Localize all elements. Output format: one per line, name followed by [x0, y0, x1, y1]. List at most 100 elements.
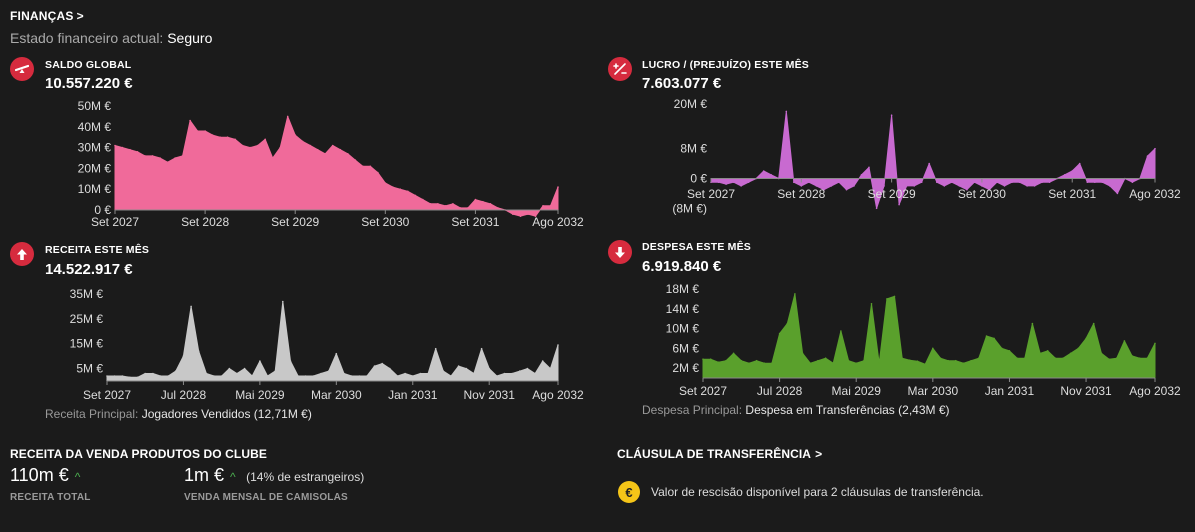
y-tick-label: 0 €: [94, 203, 111, 217]
arrow-down-icon: [608, 240, 632, 264]
data-point: [955, 359, 957, 362]
data-point: [264, 138, 267, 141]
data-point: [289, 360, 292, 362]
data-point: [901, 357, 903, 359]
x-tick-label: Set 2028: [777, 187, 825, 201]
x-tick-label: Set 2030: [361, 215, 409, 229]
data-point: [886, 298, 888, 300]
despesa-area-series: [702, 293, 1156, 379]
data-point: [549, 205, 552, 207]
data-point: [890, 114, 893, 116]
data-point: [136, 376, 139, 379]
x-tick-label: Set 2027: [679, 384, 727, 398]
despesa-value: 6.919.840 €: [642, 258, 722, 275]
data-point: [482, 200, 484, 203]
data-point: [793, 181, 795, 183]
data-point: [978, 357, 980, 359]
data-point: [412, 375, 414, 377]
x-tick-label: Mai 2029: [235, 388, 285, 402]
data-point: [392, 186, 394, 188]
data-point: [855, 362, 857, 364]
data-point: [860, 174, 863, 176]
data-point: [763, 362, 766, 364]
data-point: [847, 359, 850, 362]
data-point: [144, 155, 146, 157]
lucro-title: LUCRO / (PREJUÍZO) ESTE MÊS: [642, 59, 809, 71]
data-point: [366, 375, 368, 377]
data-point: [1077, 347, 1080, 350]
data-point: [399, 188, 402, 190]
data-point: [943, 185, 946, 187]
x-tick-label: Ago 2032: [532, 388, 584, 402]
data-point: [823, 188, 825, 191]
data-point: [1011, 181, 1013, 183]
data-point: [916, 360, 919, 362]
data-point: [190, 305, 192, 308]
data-point: [939, 357, 942, 359]
data-point: [778, 332, 781, 335]
data-point: [459, 207, 462, 209]
y-tick-label: 18M €: [666, 282, 700, 296]
data-point: [450, 375, 452, 377]
data-point: [1008, 350, 1011, 352]
data-point: [407, 190, 409, 193]
data-point: [870, 303, 873, 305]
y-tick-label: 10M €: [666, 322, 700, 336]
data-point: [1094, 181, 1096, 183]
data-point: [932, 347, 934, 350]
data-point: [748, 362, 750, 364]
despesa-title: DESPESA ESTE MÊS: [642, 241, 752, 253]
x-tick-label: Ago 2032: [1129, 384, 1181, 398]
y-tick-label: 25M €: [70, 312, 104, 326]
data-point: [419, 372, 422, 375]
data-point: [114, 144, 116, 147]
y-tick-label: 15M €: [70, 337, 104, 351]
data-point: [350, 375, 353, 377]
chevron-right-icon: >: [815, 447, 823, 461]
data-point: [924, 363, 926, 365]
data-point: [167, 375, 169, 377]
data-point: [312, 375, 315, 377]
data-point: [503, 372, 506, 375]
data-point: [853, 185, 855, 187]
x-tick-label: Set 2031: [451, 215, 499, 229]
data-point: [444, 205, 447, 207]
data-point: [875, 207, 878, 210]
data-point: [429, 203, 432, 205]
data-point: [947, 359, 949, 362]
finances-title: FINANÇAS: [10, 9, 74, 23]
merch-title: RECEITA DA VENDA PRODUTOS DO CLUBE: [10, 447, 267, 461]
data-point: [480, 347, 483, 350]
data-point: [1123, 340, 1126, 342]
data-point: [381, 362, 384, 365]
data-point: [497, 207, 499, 209]
data-point: [542, 205, 544, 207]
receita-title: RECEITA ESTE MÊS: [45, 244, 150, 256]
clause-header-link[interactable]: CLÁUSULA DE TRANSFERÊNCIA >: [617, 447, 822, 461]
x-tick-label: Mar 2030: [907, 384, 958, 398]
data-point: [985, 335, 988, 337]
merch-monthly-label: VENDA MENSAL DE CAMISOLAS: [184, 492, 348, 503]
data-point: [152, 372, 154, 375]
merch-monthly: 1m € ^ (14% de estrangeiros): [184, 465, 364, 486]
data-point: [981, 185, 983, 187]
data-point: [1031, 322, 1034, 325]
data-point: [549, 367, 552, 370]
data-point: [511, 372, 513, 375]
data-point: [519, 370, 521, 372]
data-point: [1116, 192, 1119, 195]
data-point: [404, 372, 406, 375]
status-label: Estado financeiro actual:: [10, 30, 164, 46]
data-point: [320, 372, 322, 375]
finances-header-link[interactable]: FINANÇAS >: [10, 9, 84, 23]
data-point: [1109, 185, 1111, 187]
data-point: [913, 185, 915, 187]
trend-up-icon: ^: [230, 470, 236, 484]
data-point: [808, 181, 810, 183]
data-point: [196, 130, 199, 132]
data-point: [1085, 337, 1087, 340]
x-tick-label: Set 2029: [868, 187, 916, 201]
data-point: [962, 362, 965, 364]
despesa-principal: Despesa Principal: Despesa em Transferên…: [642, 403, 950, 417]
data-point: [824, 357, 827, 359]
